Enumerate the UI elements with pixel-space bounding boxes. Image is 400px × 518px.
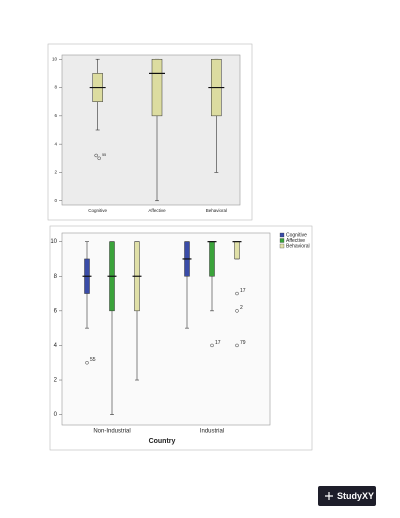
legend-label: Behavioral — [286, 243, 310, 249]
x-tick-label: Behavioral — [206, 208, 227, 213]
legend-label: Affective — [286, 238, 305, 244]
outlier-label: 17 — [215, 340, 221, 346]
outlier-label: 17 — [240, 288, 246, 294]
y-tick-label: 0 — [54, 198, 57, 203]
y-tick-label: 4 — [54, 343, 58, 349]
x-tick-label: Non-Industrial — [93, 429, 130, 435]
y-tick-label: 6 — [54, 308, 58, 314]
box — [151, 58, 163, 117]
outlier — [85, 360, 89, 365]
plot-area — [61, 54, 241, 206]
legend-swatch — [279, 243, 285, 249]
plot-area — [61, 232, 271, 426]
x-tick-label: Affective — [148, 208, 166, 213]
outlier — [235, 309, 239, 313]
y-tick-label: 8 — [54, 85, 57, 90]
x-tick-label: Industrial — [200, 429, 224, 435]
y-tick-label: 6 — [54, 113, 57, 118]
legend-swatch — [279, 232, 285, 238]
x-tick-label: Cognitive — [88, 208, 107, 213]
y-tick-label: 0 — [54, 412, 58, 418]
outlier-label: 55 — [90, 357, 96, 363]
watermark: StudyXY — [337, 491, 374, 501]
box — [209, 241, 215, 277]
legend-label: Cognitive — [286, 232, 307, 238]
outlier-label: 55 — [102, 153, 106, 157]
outlier — [210, 343, 214, 348]
watermark-badge — [318, 486, 376, 506]
outlier-label: 79 — [240, 340, 246, 346]
y-tick-label: 2 — [54, 170, 57, 175]
outlier — [97, 156, 101, 161]
y-tick-label: 10 — [50, 239, 57, 245]
y-tick-label: 4 — [54, 141, 57, 146]
watermark-icon — [325, 492, 333, 500]
outlier — [235, 343, 239, 348]
y-tick-label: 10 — [52, 56, 58, 61]
y-tick-label: 2 — [54, 378, 58, 384]
legend-swatch — [279, 238, 285, 243]
x-axis-label: Country — [149, 438, 176, 445]
outlier-label: 2 — [240, 305, 243, 311]
box — [234, 241, 240, 260]
outlier — [94, 153, 98, 158]
outlier — [235, 291, 239, 296]
y-tick-label: 8 — [54, 274, 58, 280]
